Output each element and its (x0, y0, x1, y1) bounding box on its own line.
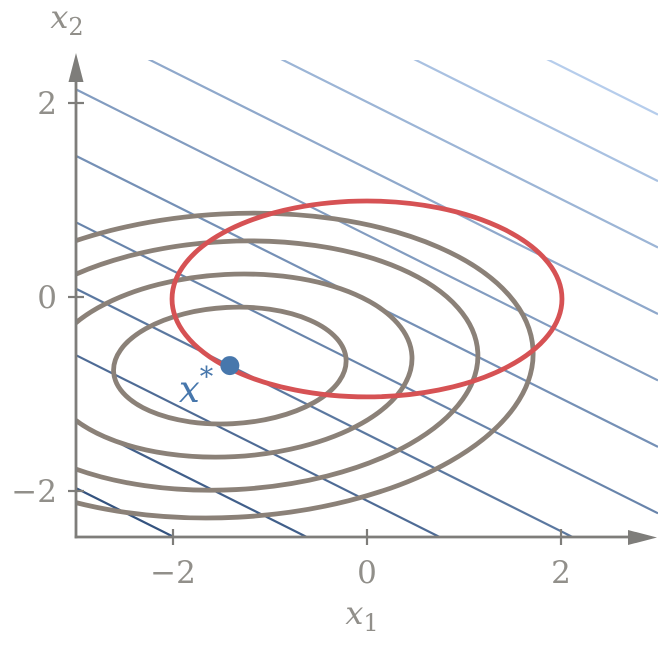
objective-level-line (76, 420, 310, 537)
objective-level-line (76, 221, 658, 515)
objective-level-line (147, 60, 658, 315)
optimum-point-marker (220, 356, 240, 376)
x-axis-tick-label: −2 (150, 555, 196, 591)
axes (74, 78, 634, 539)
objective-level-line (280, 60, 658, 249)
objective-level-line (76, 88, 658, 382)
axis-ticks (68, 101, 563, 545)
x-axis-tick-label: 0 (357, 555, 377, 591)
tick-labels: −2 0 2 2 0 −2 (11, 86, 571, 591)
optimum-point-label: x* (179, 362, 214, 411)
objective-level-line (76, 354, 443, 537)
objective-level-line (546, 60, 658, 116)
y-axis-tick-label: 2 (37, 86, 57, 122)
lagrangian-contour-ellipse (76, 238, 481, 493)
lagrangian-contour-ellipse (111, 304, 349, 427)
lagrangian-contours (76, 210, 536, 521)
x-axis-arrowhead (628, 530, 657, 545)
lagrangian-contour-ellipse (76, 210, 536, 521)
y-axis-tick-label: −2 (11, 474, 57, 510)
y-axis-label: x2 (50, 0, 83, 41)
objective-level-line (413, 60, 658, 183)
y-axis-arrowhead (68, 53, 84, 82)
constraint-boundary-ellipse (169, 198, 565, 400)
y-axis-tick-label: 0 (37, 280, 57, 316)
objective-level-lines (76, 60, 658, 537)
x-axis-label: x1 (345, 594, 378, 637)
x-axis-tick-label: 2 (551, 555, 571, 591)
lagrangian-contour-ellipse (76, 271, 415, 460)
